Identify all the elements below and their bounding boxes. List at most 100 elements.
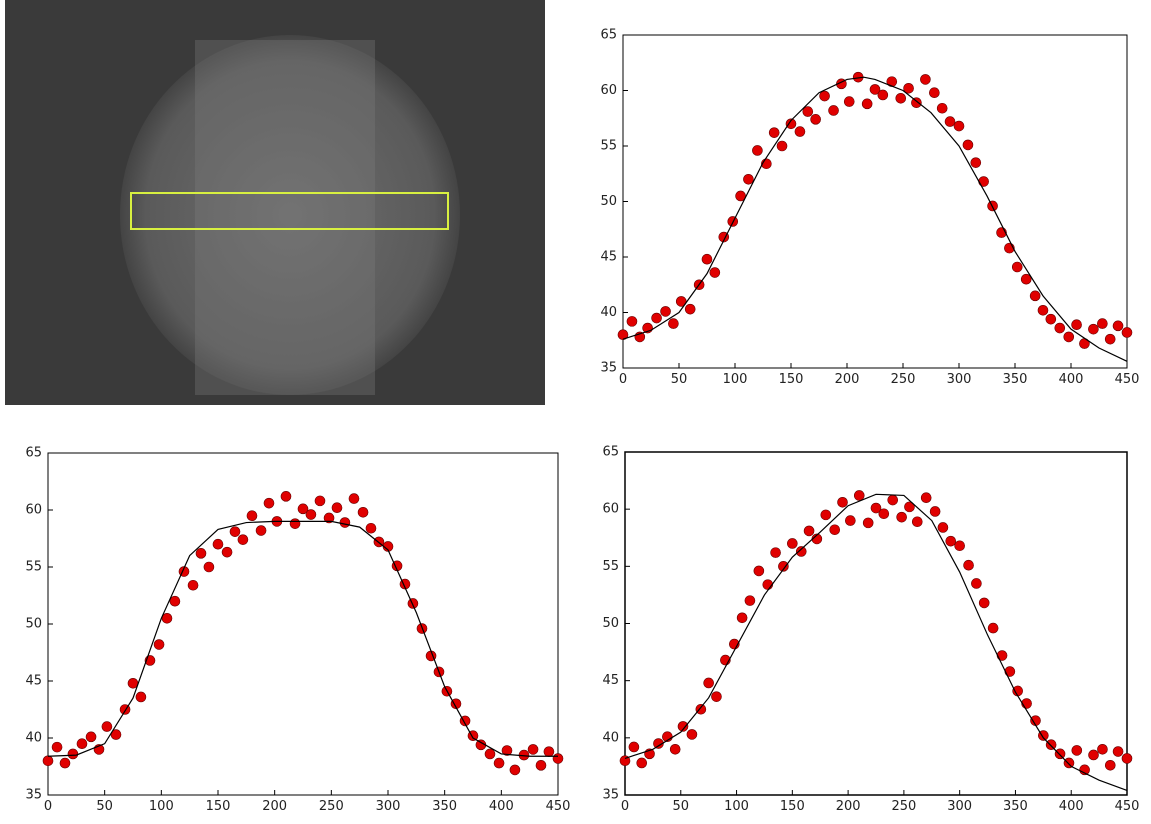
data-point	[535, 760, 547, 771]
data-point	[675, 296, 687, 307]
data-point	[970, 157, 982, 168]
data-point	[677, 721, 689, 732]
data-point	[903, 82, 914, 94]
data-point	[953, 120, 965, 132]
data-point	[743, 174, 754, 185]
beam-spot	[120, 35, 460, 395]
data-point	[736, 612, 748, 624]
data-point	[744, 595, 756, 606]
x-tick-label: 100	[724, 799, 749, 814]
data-point	[450, 698, 462, 710]
x-tick-label: 200	[836, 799, 861, 814]
y-tick-label: 45	[602, 673, 619, 688]
data-point	[289, 518, 301, 529]
data-point	[1071, 745, 1083, 756]
y-tick-label: 35	[602, 788, 619, 803]
x-tick-label: 400	[489, 799, 514, 814]
data-point	[829, 524, 841, 536]
data-point	[67, 748, 79, 760]
y-tick-label: 60	[600, 83, 617, 98]
x-tick-label: 400	[1059, 372, 1084, 387]
x-tick-label: 0	[619, 372, 627, 387]
data-point	[684, 303, 696, 315]
data-point	[869, 84, 881, 95]
x-tick-label: 300	[376, 799, 401, 814]
data-point	[169, 595, 181, 607]
y-tick-label: 50	[600, 194, 617, 209]
data-point	[1112, 746, 1124, 757]
data-point	[945, 535, 957, 547]
y-tick-label: 65	[25, 446, 42, 461]
data-point	[617, 329, 629, 341]
data-point	[703, 677, 714, 689]
data-point	[237, 534, 249, 545]
y-tick-label: 40	[600, 305, 617, 320]
data-point	[339, 517, 351, 528]
data-point	[323, 512, 335, 524]
data-point	[853, 490, 865, 501]
data-point	[255, 525, 267, 536]
data-point	[870, 502, 882, 514]
data-point	[828, 105, 839, 116]
data-point	[911, 97, 922, 109]
data-point	[543, 746, 555, 757]
data-point	[653, 738, 664, 749]
data-point	[1121, 753, 1133, 764]
data-point	[862, 517, 874, 529]
data-point	[246, 510, 258, 522]
x-tick-label: 300	[947, 372, 972, 387]
data-point	[877, 89, 889, 101]
data-point	[280, 491, 292, 502]
data-point	[937, 522, 949, 533]
data-point	[686, 729, 698, 740]
data-point	[527, 744, 539, 755]
data-point	[1045, 313, 1057, 325]
fit-line	[624, 493, 1128, 791]
x-tick-label: 0	[44, 799, 52, 814]
data-point	[1054, 748, 1066, 760]
data-point	[552, 753, 564, 764]
data-point	[669, 743, 681, 755]
data-point	[752, 145, 763, 156]
data-point	[636, 757, 648, 769]
data-point	[936, 102, 948, 114]
data-point	[1104, 333, 1116, 345]
data-point	[1104, 759, 1116, 771]
data-point	[1012, 685, 1023, 697]
x-tick-label: 150	[206, 799, 231, 814]
data-point	[709, 267, 721, 278]
bright-band	[195, 40, 375, 395]
data-point	[297, 503, 309, 515]
data-point	[484, 748, 496, 760]
data-point	[42, 755, 54, 767]
data-point	[794, 126, 806, 137]
data-point	[1029, 290, 1041, 302]
data-point	[195, 548, 207, 559]
data-point	[1011, 261, 1023, 273]
data-point	[1097, 318, 1108, 329]
data-point	[1020, 273, 1032, 285]
data-point	[701, 253, 713, 265]
data-point	[778, 561, 789, 572]
data-point	[819, 90, 830, 102]
data-point	[896, 511, 907, 523]
y-tick-label: 40	[25, 731, 42, 746]
data-point	[1088, 749, 1099, 761]
data-point	[331, 502, 343, 514]
y-tick-label: 60	[602, 502, 619, 517]
data-point	[509, 764, 521, 776]
data-point	[787, 538, 798, 549]
y-tick-label: 40	[602, 730, 619, 745]
data-point	[365, 522, 377, 534]
data-point	[407, 598, 419, 609]
data-point	[785, 118, 797, 130]
x-tick-label: 450	[546, 799, 571, 814]
data-point	[1054, 322, 1066, 334]
data-point	[911, 516, 923, 528]
data-point	[153, 639, 165, 650]
data-point	[348, 493, 360, 504]
data-point	[628, 741, 640, 753]
data-point	[845, 515, 856, 526]
data-point	[944, 116, 956, 127]
